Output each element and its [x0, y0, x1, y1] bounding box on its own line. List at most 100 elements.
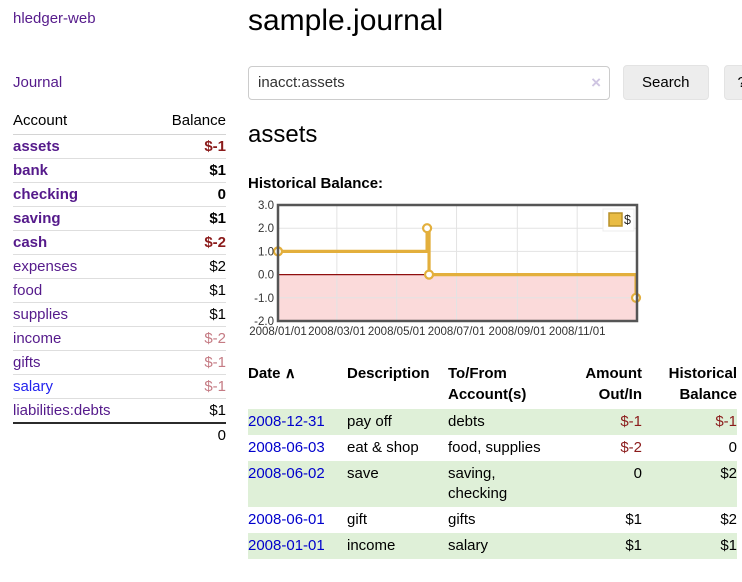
account-row: saving $1	[13, 206, 226, 231]
account-balance: $1	[149, 158, 226, 183]
search-button[interactable]: Search	[623, 65, 709, 100]
account-link-supplies[interactable]: supplies	[13, 306, 69, 323]
account-balance: $-2	[149, 230, 226, 255]
register-table-body: 2008-12-31 pay off debts $-1 $-1 2008-06-03 ea…	[248, 409, 737, 559]
register-row[interactable]: 2008-06-03 eat & shop food, supplies $-2 0	[248, 435, 737, 461]
transaction-balance: $1	[642, 533, 737, 559]
x-axis-tick: 2008/01/01	[249, 326, 307, 338]
register-header-description: Description	[347, 365, 430, 382]
transaction-accounts: salary	[448, 533, 548, 559]
register-row[interactable]: 2008-01-01 income salary $1 $1	[248, 533, 737, 559]
register-row[interactable]: 2008-12-31 pay off debts $-1 $-1	[248, 409, 737, 435]
account-row: supplies $1	[13, 302, 226, 327]
account-row: liabilities:debts $1	[13, 398, 226, 423]
sort-ascending-icon: ∧	[284, 365, 296, 382]
account-balance: $-1	[149, 374, 226, 399]
chart-label: Historical Balance:	[248, 175, 384, 192]
transaction-balance: 0	[728, 439, 737, 456]
transaction-date-link[interactable]: 2008-01-01	[248, 537, 325, 554]
transaction-accounts: food, supplies	[448, 439, 541, 456]
register-header-date[interactable]: Date ∧	[248, 365, 296, 382]
account-link-saving[interactable]: saving	[13, 210, 61, 227]
transaction-accounts: debts	[448, 409, 548, 435]
register-header-amount: Amount Out/In	[585, 365, 642, 403]
transaction-date-link[interactable]: 2008-12-31	[248, 413, 325, 430]
transaction-date-link[interactable]: 2008-06-03	[248, 439, 325, 456]
help-button[interactable]: ?	[723, 65, 742, 100]
x-axis-tick: 2008/11/01	[549, 326, 606, 338]
sidebar: hledger-web Journal Account Balance asse…	[0, 0, 233, 447]
account-link-liabilities-debts[interactable]: liabilities:debts	[13, 402, 111, 419]
transaction-balance: $2	[642, 461, 737, 507]
account-row: food $1	[13, 278, 226, 303]
x-axis-tick: 2008/07/01	[428, 326, 486, 338]
accounts-header-account: Account	[13, 109, 150, 135]
account-balance: 0	[149, 182, 226, 207]
search-input[interactable]	[248, 65, 610, 100]
clear-search-icon[interactable]: ×	[591, 72, 601, 92]
data-point	[423, 269, 435, 280]
account-link-cash[interactable]: cash	[13, 234, 48, 251]
account-link-salary[interactable]: salary	[13, 378, 54, 395]
y-axis-tick: 3.0	[258, 200, 274, 212]
y-axis-tick: -1.0	[254, 293, 274, 305]
account-balance: $1	[149, 206, 226, 231]
account-heading: assets	[248, 121, 318, 148]
register-header-accounts: To/From Account(s)	[448, 365, 527, 403]
account-link-income[interactable]: income	[13, 330, 62, 347]
accounts-total-value: 0	[149, 422, 226, 447]
account-balance: $1	[149, 302, 226, 327]
account-balance: $-1	[149, 350, 226, 375]
account-link-expenses[interactable]: expenses	[13, 258, 78, 275]
x-axis-tick: 2008/09/01	[489, 326, 547, 338]
transaction-date-link[interactable]: 2008-06-02	[248, 465, 325, 482]
register-table: Date ∧ Description To/From Account(s) Am…	[248, 361, 737, 559]
app-title-link[interactable]: hledger-web	[13, 10, 96, 27]
sidebar-item-journal[interactable]: Journal	[13, 74, 63, 91]
account-row: bank $1	[13, 158, 226, 183]
page-title: sample.journal	[248, 4, 444, 37]
account-link-bank[interactable]: bank	[13, 162, 49, 179]
account-balance: $-1	[204, 138, 226, 155]
legend-label: $	[624, 213, 631, 227]
x-axis-tick: 2008/03/01	[308, 326, 366, 338]
transaction-description: eat & shop	[347, 439, 419, 456]
transaction-balance: $-1	[642, 409, 737, 435]
register-row[interactable]: 2008-06-02 save saving, checking 0 $2	[248, 461, 737, 507]
account-row: checking 0	[13, 182, 226, 207]
account-balance: $1	[149, 398, 226, 423]
y-axis-tick: 2.0	[258, 223, 274, 235]
transaction-amount: $1	[548, 533, 642, 559]
account-row: cash $-2	[13, 230, 226, 255]
main-content: sample.journal × Search ? assets Histori…	[233, 0, 742, 559]
y-axis-tick: -2.0	[254, 316, 274, 328]
accounts-total-row: 0	[13, 422, 226, 447]
transaction-amount: $-2	[620, 439, 642, 456]
account-row: gifts $-1	[13, 350, 226, 375]
transaction-amount: $1	[625, 511, 642, 528]
accounts-table-body: assets $-1 bank $1 checking 0 saving $1 cash $-2 e…	[13, 135, 226, 447]
account-balance: $1	[149, 278, 226, 303]
transaction-accounts: saving, checking	[448, 461, 548, 507]
transaction-accounts: gifts	[448, 511, 476, 528]
data-point	[421, 223, 433, 234]
transaction-amount: $-1	[548, 409, 642, 435]
account-link-gifts[interactable]: gifts	[13, 354, 41, 371]
plot-border	[276, 203, 639, 323]
account-link-food[interactable]: food	[13, 282, 43, 299]
register-row[interactable]: 2008-06-01 gift gifts $1 $2	[248, 507, 737, 533]
accounts-header-balance: Balance	[149, 109, 226, 135]
account-balance: $2	[149, 254, 226, 279]
transaction-description: income	[347, 533, 448, 559]
account-row: salary $-1	[13, 374, 226, 399]
chart-container: $3.0 2.0 1.0 0.0 -1.0 -2.0 2008/01/01 2008/03/0…	[248, 199, 740, 339]
account-link-checking[interactable]: checking	[13, 186, 79, 203]
legend-swatch	[608, 212, 623, 227]
y-axis-tick: 1.0	[258, 246, 274, 258]
account-link-assets[interactable]: assets	[13, 138, 60, 155]
transaction-description: pay off	[347, 409, 448, 435]
transaction-date-link[interactable]: 2008-06-01	[248, 511, 325, 528]
transaction-description: gift	[347, 511, 368, 528]
register-header-balance: Historical Balance	[668, 365, 737, 403]
account-row: expenses $2	[13, 254, 226, 279]
